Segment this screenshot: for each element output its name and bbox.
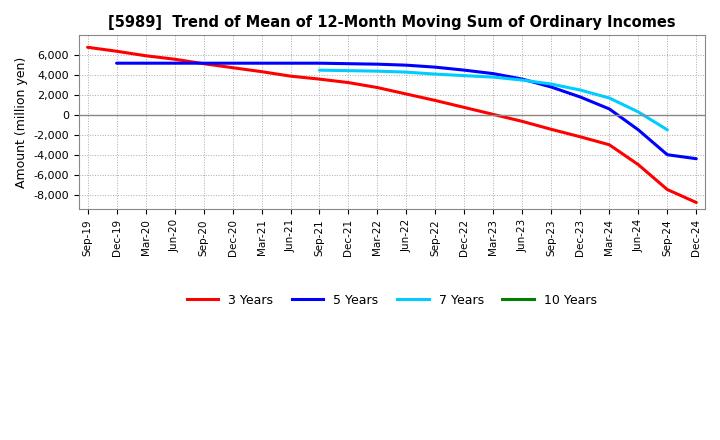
5 Years xyxy=(373,62,382,67)
3 Years xyxy=(373,85,382,90)
Y-axis label: Amount (million yen): Amount (million yen) xyxy=(15,57,28,188)
7 Years xyxy=(547,81,556,87)
3 Years xyxy=(257,69,266,74)
5 Years xyxy=(634,127,643,132)
7 Years xyxy=(431,71,440,77)
5 Years xyxy=(460,67,469,73)
5 Years xyxy=(286,61,294,66)
5 Years xyxy=(344,61,353,66)
5 Years xyxy=(112,61,121,66)
3 Years xyxy=(402,92,411,97)
3 Years xyxy=(634,162,643,167)
7 Years xyxy=(605,95,613,101)
7 Years xyxy=(315,67,324,73)
5 Years xyxy=(402,62,411,68)
7 Years xyxy=(663,127,672,132)
3 Years xyxy=(286,73,294,79)
3 Years xyxy=(199,61,208,66)
5 Years xyxy=(228,61,237,66)
Line: 7 Years: 7 Years xyxy=(320,70,667,130)
5 Years xyxy=(257,61,266,66)
Line: 5 Years: 5 Years xyxy=(117,63,696,159)
3 Years xyxy=(663,187,672,192)
7 Years xyxy=(489,74,498,80)
5 Years xyxy=(547,84,556,90)
7 Years xyxy=(344,68,353,73)
3 Years xyxy=(547,127,556,132)
7 Years xyxy=(576,88,585,93)
5 Years xyxy=(170,61,179,66)
Legend: 3 Years, 5 Years, 7 Years, 10 Years: 3 Years, 5 Years, 7 Years, 10 Years xyxy=(182,289,602,312)
5 Years xyxy=(605,106,613,112)
Title: [5989]  Trend of Mean of 12-Month Moving Sum of Ordinary Incomes: [5989] Trend of Mean of 12-Month Moving … xyxy=(108,15,676,30)
5 Years xyxy=(489,71,498,76)
3 Years xyxy=(170,57,179,62)
Line: 3 Years: 3 Years xyxy=(88,47,696,202)
3 Years xyxy=(344,80,353,85)
3 Years xyxy=(692,200,701,205)
7 Years xyxy=(402,70,411,75)
5 Years xyxy=(315,61,324,66)
3 Years xyxy=(84,44,92,50)
3 Years xyxy=(431,98,440,103)
3 Years xyxy=(605,142,613,147)
3 Years xyxy=(460,105,469,110)
3 Years xyxy=(489,112,498,117)
5 Years xyxy=(141,61,150,66)
7 Years xyxy=(634,109,643,114)
7 Years xyxy=(373,69,382,74)
5 Years xyxy=(199,61,208,66)
3 Years xyxy=(518,119,527,124)
3 Years xyxy=(228,65,237,70)
5 Years xyxy=(576,95,585,100)
7 Years xyxy=(460,73,469,78)
7 Years xyxy=(518,77,527,83)
3 Years xyxy=(576,134,585,139)
3 Years xyxy=(315,77,324,82)
3 Years xyxy=(112,48,121,54)
5 Years xyxy=(692,156,701,161)
5 Years xyxy=(518,77,527,82)
3 Years xyxy=(141,53,150,59)
5 Years xyxy=(663,152,672,158)
5 Years xyxy=(431,65,440,70)
